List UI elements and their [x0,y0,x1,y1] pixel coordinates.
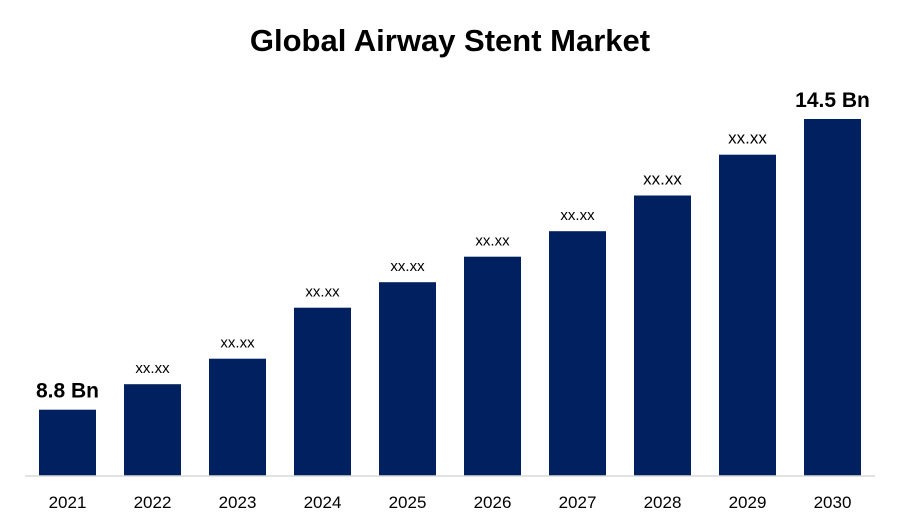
data-label-2023: xx.xx [220,335,255,352]
bars-group [39,119,861,476]
bar-2023 [209,358,266,476]
data-label-2030: 14.5 Bn [795,89,870,112]
bar-2024 [294,307,351,476]
data-label-2024: xx.xx [305,284,340,301]
x-tick-label-2028: 2028 [644,493,682,512]
bar-2027 [549,231,606,476]
data-label-2029: xx.xx [728,129,767,148]
x-tick-label-2030: 2030 [814,493,852,512]
bar-2026 [464,256,521,476]
x-tick-label-2023: 2023 [219,493,257,512]
x-tick-label-2029: 2029 [729,493,767,512]
data-label-2026: xx.xx [475,233,510,250]
bar-2022 [124,384,181,476]
data-label-2027: xx.xx [560,207,595,224]
x-tick-label-2024: 2024 [304,493,342,512]
x-tick-label-2026: 2026 [474,493,512,512]
bar-2029 [719,154,776,476]
x-tick-label-2021: 2021 [49,493,87,512]
data-label-2025: xx.xx [390,258,425,275]
chart-title: Global Airway Stent Market [250,23,650,58]
data-label-2028: xx.xx [643,170,682,189]
x-tick-labels-group: 2021 2022 2023 2024 2025 2026 2027 2028 2029 2030 [49,493,852,512]
x-tick-label-2027: 2027 [559,493,597,512]
bar-2021 [39,409,96,476]
bar-2030 [804,119,861,476]
x-tick-label-2025: 2025 [389,493,427,512]
data-label-2022: xx.xx [135,360,170,377]
bar-2028 [634,195,691,476]
x-tick-label-2022: 2022 [134,493,172,512]
bar-2025 [379,282,436,476]
data-labels-group: 8.8 Bn xx.xx xx.xx xx.xx xx.xx xx.xx xx.xx xx.x… [36,89,870,403]
data-label-2021: 8.8 Bn [36,380,99,403]
